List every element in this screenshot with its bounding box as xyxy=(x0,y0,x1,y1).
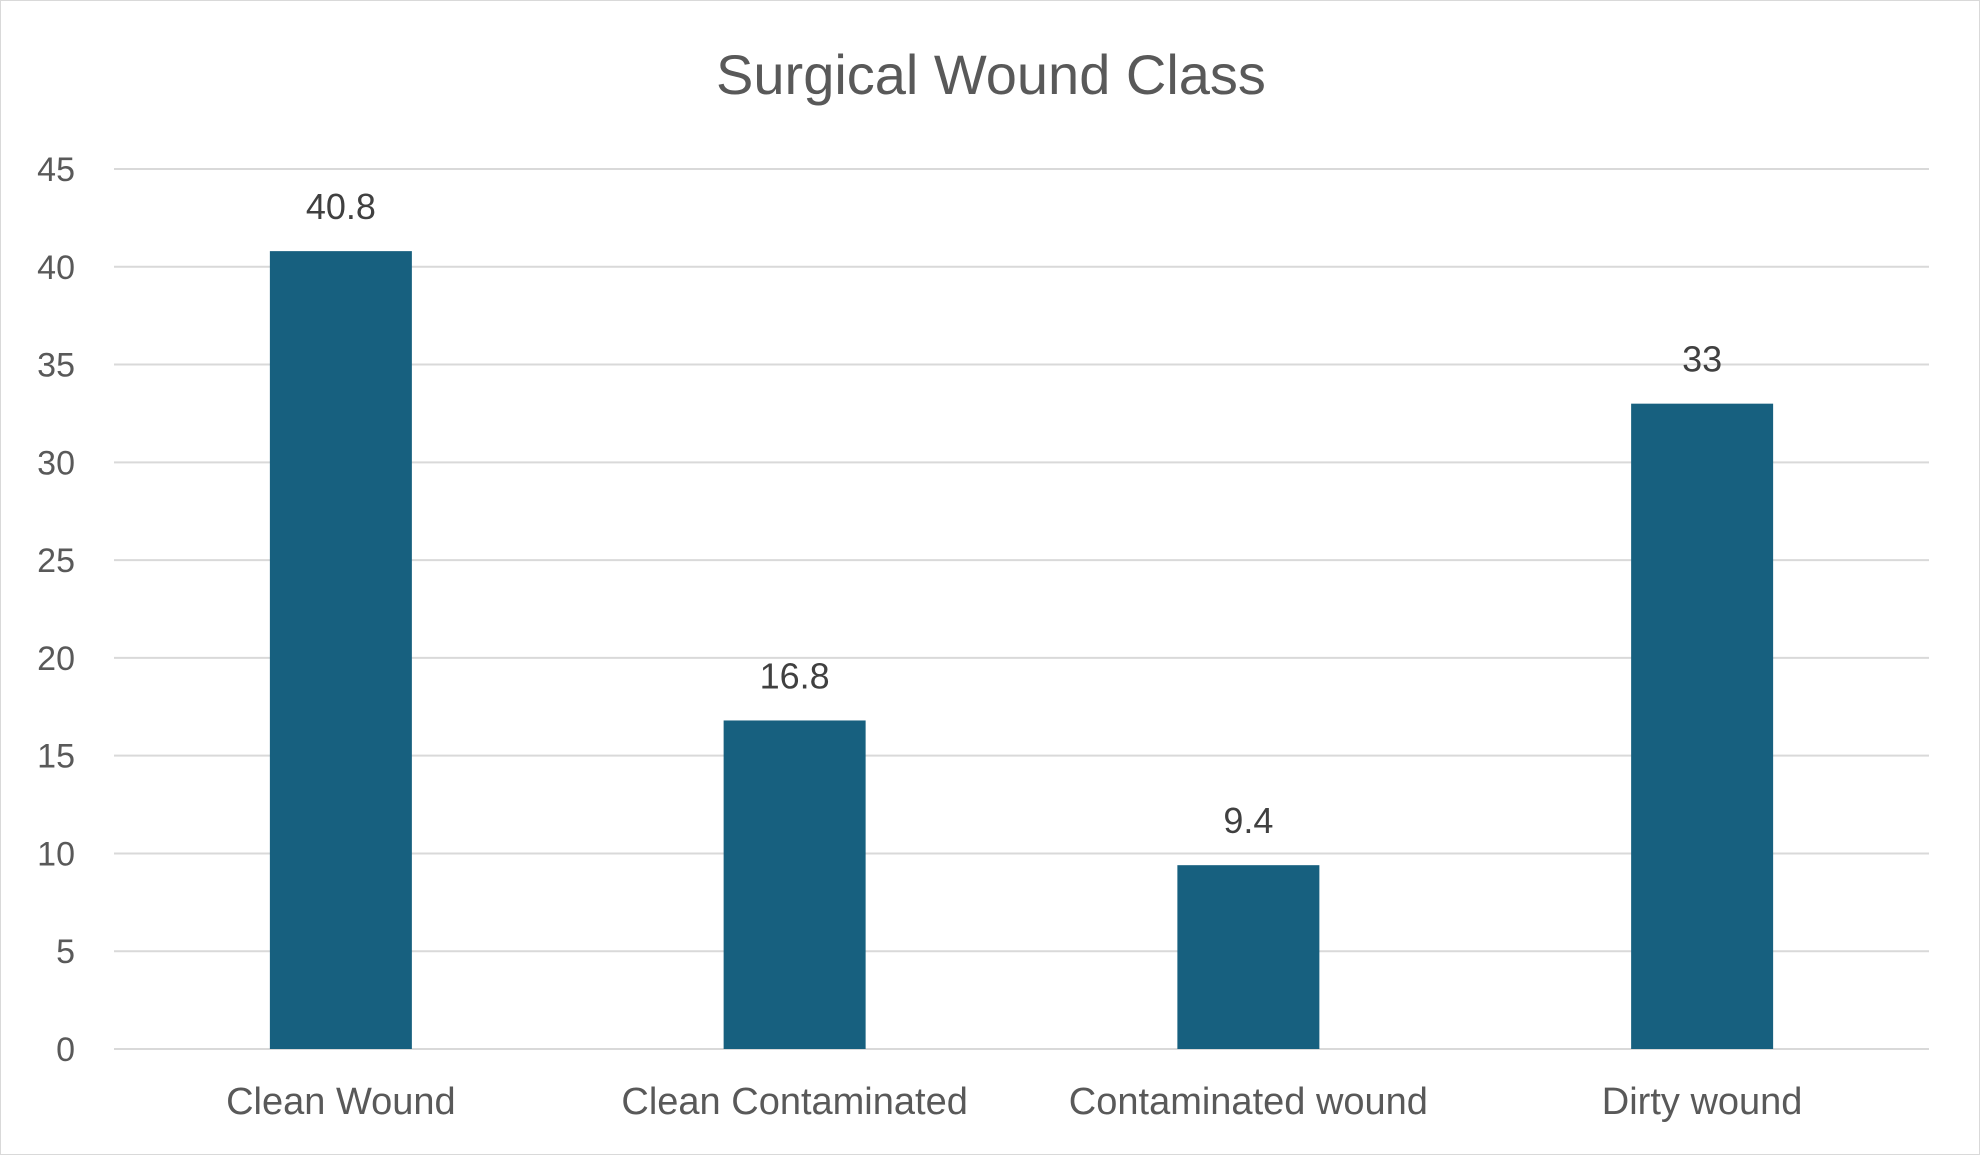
y-axis-tick-labels: 0 5 10 15 20 25 30 35 40 45 xyxy=(37,151,75,1069)
y-tick-label: 30 xyxy=(37,444,75,482)
y-tick-label: 20 xyxy=(37,640,75,678)
x-axis-category-labels: Clean Wound Clean Contaminated Contaminate… xyxy=(226,1081,1802,1123)
data-label: 40.8 xyxy=(306,186,376,227)
y-tick-label: 35 xyxy=(37,347,75,385)
y-tick-label: 5 xyxy=(56,933,75,971)
bar-dirty-wound xyxy=(1631,403,1774,1050)
bar-clean-wound xyxy=(269,251,412,1050)
data-label: 16.8 xyxy=(760,655,830,696)
gridlines xyxy=(114,168,1929,1050)
bar-contaminated-wound xyxy=(1177,865,1320,1049)
data-label: 33 xyxy=(1682,339,1722,380)
x-category-label: Clean Wound xyxy=(226,1081,456,1123)
y-tick-label: 40 xyxy=(37,249,75,287)
y-tick-label: 10 xyxy=(37,835,75,873)
y-tick-label: 0 xyxy=(56,1031,75,1069)
data-label: 9.4 xyxy=(1223,800,1273,841)
bar-clean-contaminated xyxy=(723,720,866,1049)
y-tick-label: 45 xyxy=(37,151,75,189)
data-labels: 40.8 16.8 9.4 33 xyxy=(306,186,1722,841)
x-category-label: Clean Contaminated xyxy=(621,1081,967,1123)
x-category-label: Dirty wound xyxy=(1602,1081,1803,1123)
y-tick-label: 25 xyxy=(37,542,75,580)
chart-title: Surgical Wound Class xyxy=(716,43,1266,106)
y-tick-label: 15 xyxy=(37,738,75,776)
x-category-label: Contaminated wound xyxy=(1069,1081,1428,1123)
bars xyxy=(269,251,1774,1050)
